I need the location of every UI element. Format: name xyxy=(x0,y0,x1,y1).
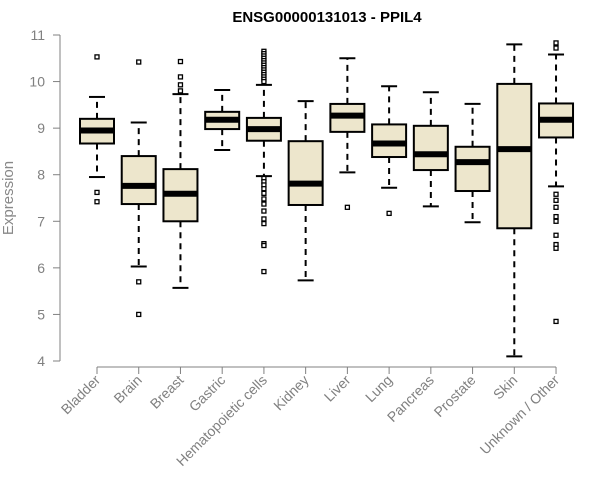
box-group xyxy=(454,102,491,224)
iqr-box xyxy=(412,124,449,172)
x-tick-label: Prostate xyxy=(431,372,479,420)
y-axis: 4 5 6 7 8 9 10 11 xyxy=(29,27,61,369)
outlier-point xyxy=(261,208,267,214)
box-group xyxy=(287,100,324,282)
y-tick-label: 8 xyxy=(37,167,45,183)
iqr-box xyxy=(496,82,533,230)
outlier-point xyxy=(553,191,559,197)
outlier-point xyxy=(94,54,100,60)
outlier-point xyxy=(553,213,559,220)
x-tick-label: Kidney xyxy=(270,372,312,414)
outlier-point xyxy=(261,190,267,196)
outlier-point xyxy=(94,189,100,196)
y-tick-label: 7 xyxy=(37,213,45,229)
box-group xyxy=(538,40,575,325)
outlier-point xyxy=(177,82,184,88)
x-tick-label: Skin xyxy=(490,372,521,403)
outlier-point xyxy=(553,232,559,238)
outlier-point xyxy=(553,218,559,224)
box-group xyxy=(496,43,533,358)
outlier-point xyxy=(553,204,559,210)
box-group xyxy=(412,91,449,208)
box-group xyxy=(371,85,408,217)
outlier-point xyxy=(261,216,267,222)
y-tick-label: 5 xyxy=(37,306,45,322)
box-group xyxy=(204,88,241,152)
iqr-box xyxy=(120,155,157,206)
outlier-point xyxy=(553,245,559,251)
box-group xyxy=(329,57,366,210)
box-series xyxy=(79,40,575,358)
outlier-point xyxy=(261,186,267,192)
iqr-box xyxy=(454,145,491,193)
outlier-point xyxy=(261,242,267,249)
outlier-point xyxy=(136,59,142,65)
box-group xyxy=(120,59,157,318)
y-axis-label: Expression xyxy=(0,161,17,235)
box-group xyxy=(162,58,199,289)
outlier-point xyxy=(344,204,351,210)
y-tick-label: 4 xyxy=(37,353,45,369)
y-tick-label: 10 xyxy=(29,74,45,90)
outlier-point xyxy=(261,268,267,275)
outlier-point xyxy=(553,197,559,203)
outlier-point xyxy=(94,199,100,205)
y-tick-label: 9 xyxy=(37,120,45,136)
outlier-point xyxy=(553,45,559,51)
iqr-box xyxy=(287,140,324,206)
x-tick-label: Lung xyxy=(362,372,395,405)
outlier-point xyxy=(136,311,142,318)
outlier-point xyxy=(261,201,267,207)
outlier-point xyxy=(261,78,267,85)
x-tick-label: Brain xyxy=(110,372,144,406)
box-group xyxy=(245,48,282,275)
y-tick-label: 6 xyxy=(37,260,45,276)
outlier-point xyxy=(261,220,267,227)
outlier-point xyxy=(553,318,559,325)
box-group xyxy=(79,54,115,205)
outlier-point xyxy=(136,279,142,285)
outlier-point xyxy=(553,40,559,46)
y-tick-label: 11 xyxy=(30,27,45,43)
x-tick-label: Liver xyxy=(321,372,354,405)
outlier-point xyxy=(177,58,184,65)
x-tick-label: Unknown / Other xyxy=(477,372,563,458)
outlier-point xyxy=(177,88,184,94)
x-tick-label: Breast xyxy=(147,372,187,412)
outlier-point xyxy=(386,210,392,217)
x-tick-label: Bladder xyxy=(58,372,104,418)
outlier-point xyxy=(261,196,267,202)
outlier-point xyxy=(177,74,184,80)
chart-title: ENSG00000131013 - PPIL4 xyxy=(232,9,422,26)
